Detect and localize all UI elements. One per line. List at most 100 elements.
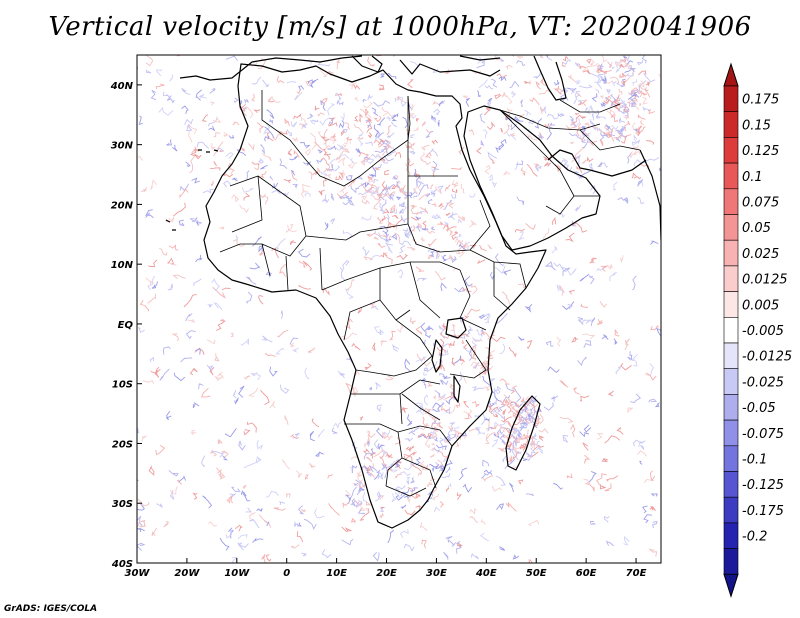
field-speckle bbox=[231, 194, 240, 203]
field-speckle bbox=[500, 127, 503, 133]
field-speckle bbox=[176, 55, 181, 57]
field-speckle bbox=[604, 483, 612, 492]
field-speckle bbox=[654, 402, 660, 408]
field-speckle bbox=[417, 222, 423, 229]
field-speckle bbox=[432, 160, 440, 171]
field-speckle bbox=[168, 244, 179, 251]
field-speckle bbox=[327, 103, 336, 116]
field-speckle bbox=[582, 99, 587, 107]
field-speckle bbox=[427, 254, 434, 260]
field-speckle bbox=[469, 193, 476, 198]
field-speckle bbox=[439, 379, 449, 386]
field-speckle bbox=[225, 55, 238, 61]
field-speckle bbox=[260, 144, 266, 155]
field-speckle bbox=[309, 430, 315, 442]
field-speckle bbox=[309, 462, 316, 469]
field-speckle bbox=[442, 254, 447, 262]
field-speckle bbox=[370, 194, 380, 201]
field-speckle bbox=[631, 172, 637, 179]
field-speckle bbox=[615, 68, 620, 73]
field-speckle bbox=[409, 317, 416, 325]
lon-tick-label: 60E bbox=[576, 568, 597, 579]
field-speckle bbox=[518, 231, 525, 241]
field-speckle bbox=[418, 184, 429, 196]
field-speckle bbox=[491, 181, 497, 188]
field-speckle bbox=[445, 536, 453, 543]
field-speckle bbox=[232, 238, 245, 247]
field-speckle bbox=[415, 406, 423, 413]
field-speckle bbox=[341, 526, 353, 532]
field-speckle bbox=[475, 329, 482, 336]
field-speckle bbox=[568, 290, 575, 295]
field-speckle bbox=[434, 270, 446, 281]
field-speckle bbox=[568, 74, 577, 83]
field-speckle bbox=[463, 343, 468, 350]
field-speckle bbox=[612, 81, 617, 87]
negative-velocity-field bbox=[137, 55, 661, 563]
field-speckle bbox=[232, 390, 237, 399]
field-speckle bbox=[354, 482, 359, 487]
field-speckle bbox=[544, 261, 556, 271]
field-speckle bbox=[399, 406, 408, 414]
field-speckle bbox=[300, 123, 308, 129]
field-speckle bbox=[629, 64, 637, 71]
field-speckle bbox=[380, 340, 387, 346]
field-speckle bbox=[159, 248, 168, 256]
field-speckle bbox=[538, 435, 545, 441]
field-speckle bbox=[579, 273, 590, 282]
field-speckle bbox=[637, 450, 647, 457]
field-speckle bbox=[546, 113, 559, 120]
field-speckle bbox=[575, 112, 579, 116]
field-speckle bbox=[419, 423, 430, 430]
field-speckle bbox=[440, 406, 449, 412]
field-speckle bbox=[619, 132, 627, 138]
field-speckle bbox=[228, 168, 235, 174]
field-speckle bbox=[639, 90, 648, 96]
field-speckle bbox=[365, 117, 372, 124]
field-speckle bbox=[403, 543, 415, 552]
field-speckle bbox=[497, 385, 502, 395]
greece-turkey-coastline bbox=[399, 59, 501, 77]
field-speckle bbox=[377, 138, 386, 146]
field-speckle bbox=[381, 464, 388, 470]
lat-tick-label: 30N bbox=[111, 141, 134, 152]
field-speckle bbox=[410, 462, 422, 472]
colorbar-swatch bbox=[723, 419, 739, 447]
field-speckle bbox=[141, 187, 148, 193]
field-speckle bbox=[484, 364, 494, 372]
field-speckle bbox=[293, 521, 299, 528]
field-speckle bbox=[432, 215, 441, 219]
field-speckle bbox=[604, 435, 621, 444]
field-speckle bbox=[189, 367, 198, 376]
field-speckle bbox=[505, 398, 510, 407]
field-speckle bbox=[639, 119, 645, 126]
field-speckle bbox=[494, 421, 499, 428]
field-speckle bbox=[424, 436, 430, 449]
field-speckle bbox=[346, 279, 355, 291]
field-speckle bbox=[577, 356, 587, 367]
field-speckle bbox=[600, 102, 607, 108]
field-speckle bbox=[212, 286, 226, 299]
field-speckle bbox=[301, 552, 307, 557]
lat-tick-label: EQ bbox=[118, 320, 134, 331]
field-speckle bbox=[602, 131, 613, 139]
colorbar-label: 0.15 bbox=[742, 118, 771, 133]
field-speckle bbox=[510, 132, 516, 137]
field-speckle bbox=[389, 460, 399, 473]
arabia-coastline bbox=[463, 105, 601, 251]
field-speckle bbox=[194, 153, 202, 159]
colorbar-swatch bbox=[723, 368, 739, 395]
field-speckle bbox=[570, 118, 578, 129]
field-speckle bbox=[186, 124, 193, 132]
field-speckle bbox=[623, 198, 629, 204]
field-speckle bbox=[355, 148, 362, 154]
field-speckle bbox=[546, 128, 552, 140]
field-speckle bbox=[534, 418, 539, 423]
field-speckle bbox=[449, 422, 456, 427]
field-speckle bbox=[633, 159, 642, 167]
field-speckle bbox=[553, 79, 560, 86]
caspian-coast bbox=[533, 55, 567, 101]
field-speckle bbox=[487, 405, 493, 415]
field-speckle bbox=[558, 212, 566, 219]
field-speckle bbox=[180, 357, 193, 363]
